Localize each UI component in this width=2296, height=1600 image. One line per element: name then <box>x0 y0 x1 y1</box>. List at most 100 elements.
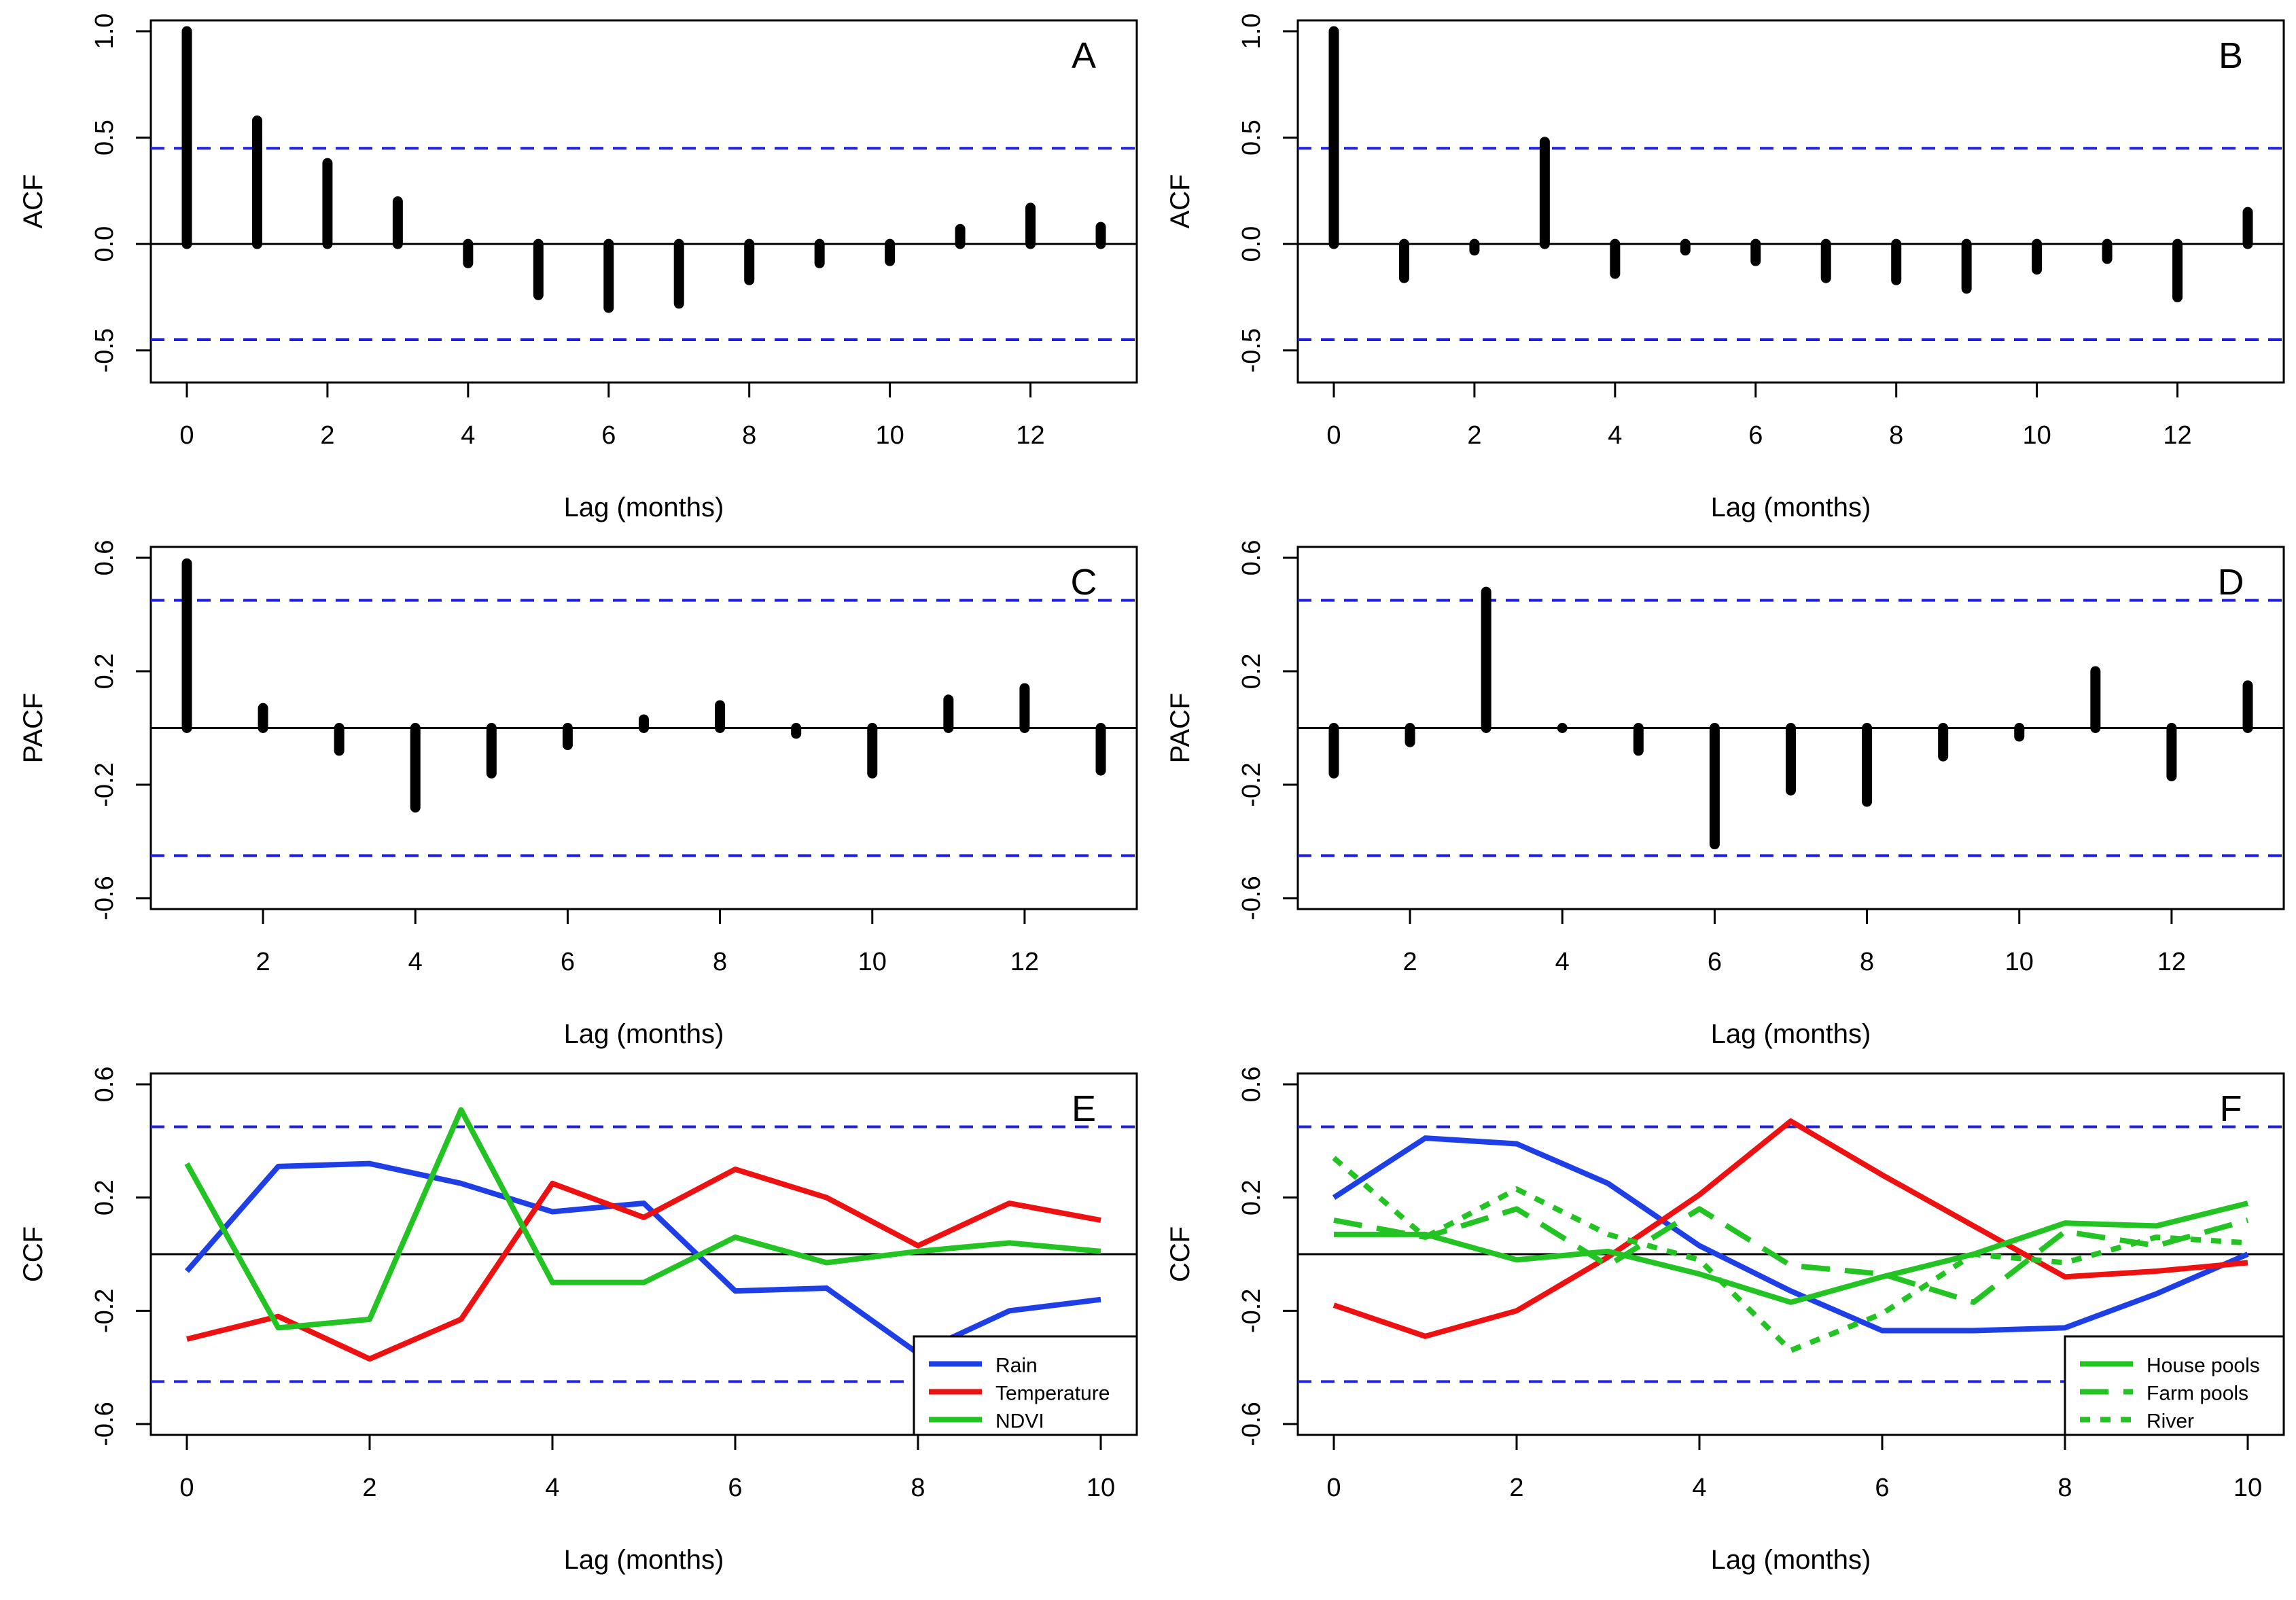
x-tick-label: 2 <box>362 1474 376 1502</box>
x-tick-label: 12 <box>2163 421 2191 450</box>
x-tick-label: 8 <box>742 421 756 450</box>
x-tick-label: 6 <box>1748 421 1763 450</box>
y-tick-label: 0.6 <box>90 540 119 576</box>
y-tick-label: -0.2 <box>1237 1289 1266 1333</box>
legend: Rain Temperature NDVI <box>913 1335 1138 1436</box>
x-tick-label: 6 <box>561 948 575 976</box>
y-tick-label: 0.6 <box>90 1067 119 1103</box>
x-tick-label: 8 <box>1889 421 1903 450</box>
y-tick-label: -0.6 <box>90 876 119 920</box>
x-tick-label: 4 <box>1555 948 1570 976</box>
x-axis-title: Lag (months) <box>564 1545 724 1575</box>
series-line-farm-pools <box>1333 1206 2249 1305</box>
y-tick-label: -0.5 <box>1237 328 1266 372</box>
y-tick-label: -0.6 <box>90 1402 119 1446</box>
panel-label: A <box>1072 35 1096 76</box>
panel-label: C <box>1071 562 1097 603</box>
plot-frame <box>149 19 1138 384</box>
y-tick-label: -0.6 <box>1237 1402 1266 1446</box>
legend-label: Farm pools <box>2147 1383 2248 1405</box>
series-line-river <box>1332 1156 2248 1353</box>
x-tick-label: 2 <box>1467 421 1481 450</box>
x-tick-label: 4 <box>1692 1474 1706 1502</box>
y-axis-title: ACF <box>18 175 48 229</box>
panel-label: D <box>2218 562 2244 603</box>
y-axis-title: CCF <box>1165 1226 1195 1282</box>
legend-label: Temperature <box>995 1383 1110 1405</box>
series-line-house-pools <box>1334 1201 2248 1305</box>
y-tick-label: 0.2 <box>1237 1179 1266 1215</box>
series-line-temperature <box>186 1167 1101 1362</box>
y-tick-label: 0.0 <box>1237 226 1266 262</box>
x-tick-label: 8 <box>2057 1474 2072 1502</box>
y-tick-label: 0.6 <box>1237 540 1266 576</box>
x-tick-label: 10 <box>2005 948 2034 976</box>
y-tick-label: 1.0 <box>1237 14 1266 50</box>
x-axis-title: Lag (months) <box>1711 1019 1871 1049</box>
x-tick-label: 6 <box>1708 948 1722 976</box>
y-tick-label: 1.0 <box>90 14 119 50</box>
x-tick-label: 4 <box>461 421 475 450</box>
x-tick-label: 6 <box>1875 1474 1889 1502</box>
x-tick-label: 0 <box>179 421 194 450</box>
series-line-ndvi <box>184 1107 1101 1331</box>
x-tick-label: 6 <box>728 1474 742 1502</box>
legend-label: Rain <box>995 1355 1038 1377</box>
y-tick-label: -0.5 <box>90 328 119 372</box>
y-tick-label: 0.2 <box>90 1179 119 1215</box>
x-tick-label: 0 <box>1326 1474 1341 1502</box>
x-tick-label: 6 <box>601 421 616 450</box>
series-line-temperature <box>1332 1118 2248 1339</box>
x-tick-label: 8 <box>911 1474 925 1502</box>
x-tick-label: 10 <box>2233 1474 2262 1502</box>
y-axis-title: PACF <box>1165 693 1195 764</box>
y-tick-label: -0.6 <box>1237 876 1266 920</box>
x-tick-label: 0 <box>1326 421 1341 450</box>
x-tick-label: 4 <box>1608 421 1622 450</box>
y-axis-title: CCF <box>18 1226 48 1282</box>
x-tick-label: 2 <box>1403 948 1417 976</box>
y-tick-label: 0.2 <box>1237 654 1266 690</box>
y-tick-label: 0.0 <box>90 226 119 262</box>
panel-E: 0 2 4 6 8 10 -0.6 -0.2 0.2 0.6 Lag (months) CCF E Rai… <box>18 1067 1138 1575</box>
panel-D: 2 4 6 8 10 12 -0.6 -0.2 0.2 0.6 Lag (months) PACF D <box>1165 540 2285 1049</box>
panel-B: 0 2 4 6 8 10 12 -0.5 0.0 0.5 1.0 Lag (months) ACF B <box>1165 14 2285 522</box>
x-tick-label: 8 <box>713 948 727 976</box>
x-tick-label: 10 <box>1087 1474 1115 1502</box>
panel-A: 0 2 4 6 8 10 12 -0.5 0.0 0.5 1.0 Lag (months) ACF A <box>18 14 1138 522</box>
x-axis-title: Lag (months) <box>564 1019 724 1049</box>
panel-label: B <box>2219 35 2243 76</box>
x-tick-label: 4 <box>408 948 423 976</box>
legend-label: NDVI <box>995 1410 1044 1433</box>
legend-label: River <box>2147 1410 2194 1433</box>
x-tick-label: 12 <box>1016 421 1044 450</box>
x-tick-label: 2 <box>320 421 334 450</box>
y-tick-label: -0.2 <box>90 1289 119 1333</box>
series-line-rain <box>1332 1135 2249 1334</box>
panel-label: F <box>2220 1088 2242 1129</box>
y-axis-title: PACF <box>18 693 48 764</box>
y-tick-label: -0.2 <box>1237 762 1266 806</box>
legend-label: House pools <box>2147 1355 2260 1377</box>
legend: House pools Farm pools River <box>2064 1335 2285 1436</box>
x-tick-label: 8 <box>1860 948 1874 976</box>
x-tick-label: 4 <box>545 1474 559 1502</box>
panel-label: E <box>1072 1088 1096 1129</box>
x-tick-label: 10 <box>858 948 887 976</box>
x-tick-label: 12 <box>1010 948 1039 976</box>
x-tick-label: 2 <box>1509 1474 1523 1502</box>
x-tick-label: 0 <box>179 1474 194 1502</box>
x-tick-label: 12 <box>2157 948 2186 976</box>
x-tick-label: 2 <box>256 948 270 976</box>
x-axis-title: Lag (months) <box>1711 493 1871 522</box>
y-tick-label: 0.2 <box>90 654 119 690</box>
y-tick-label: 0.5 <box>90 120 119 156</box>
x-axis-title: Lag (months) <box>1711 1545 1871 1575</box>
y-tick-label: 0.6 <box>1237 1067 1266 1103</box>
x-tick-label: 10 <box>2022 421 2051 450</box>
panel-F: 0 2 4 6 8 10 -0.6 -0.2 0.2 0.6 Lag (months) CCF F Hou… <box>1165 1067 2285 1575</box>
plot-frame <box>1296 19 2285 384</box>
y-tick-label: -0.2 <box>90 762 119 806</box>
y-tick-label: 0.5 <box>1237 120 1266 156</box>
